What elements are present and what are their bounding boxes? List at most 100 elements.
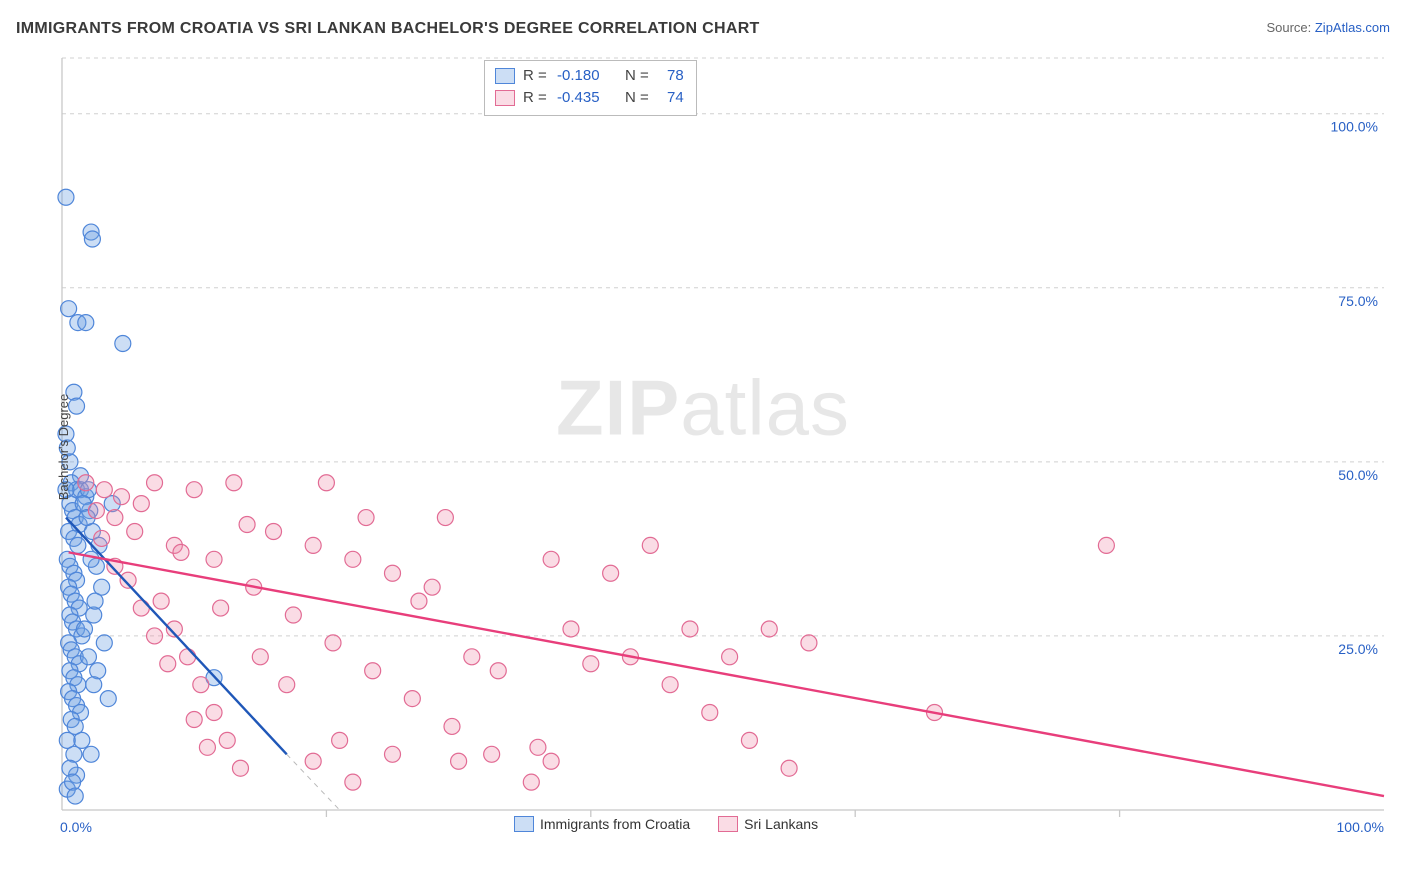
data-point [365,663,381,679]
svg-text:100.0%: 100.0% [1337,819,1384,835]
data-point [96,635,112,651]
data-point [358,510,374,526]
data-point [424,579,440,595]
data-point [199,739,215,755]
data-point [96,482,112,498]
trend-line-srilankan [69,552,1384,796]
data-point [147,475,163,491]
r-value-srilankan: -0.435 [557,87,617,109]
data-point [133,496,149,512]
data-point [722,649,738,665]
data-point [65,774,81,790]
data-point [213,600,229,616]
data-point [115,335,131,351]
data-point [239,517,255,533]
data-point [193,677,209,693]
svg-text:50.0%: 50.0% [1338,467,1378,483]
data-point [662,677,678,693]
data-point [94,530,110,546]
data-point [603,565,619,581]
data-point [345,551,361,567]
data-point [232,760,248,776]
series-legend: Immigrants from Croatia Sri Lankans [514,816,818,832]
legend-item-croatia[interactable]: Immigrants from Croatia [514,816,690,832]
n-value-srilankan: 74 [667,87,684,109]
swatch-srilankan [495,90,515,106]
data-point [180,649,196,665]
data-point [113,489,129,505]
data-point [147,628,163,644]
data-point [252,649,268,665]
data-point [76,621,92,637]
scatter-chart: 25.0%50.0%75.0%100.0%0.0%100.0% [16,52,1390,842]
svg-text:100.0%: 100.0% [1331,119,1378,135]
data-point [133,600,149,616]
data-point [219,732,235,748]
series-srilankan [78,475,1115,790]
data-point [80,649,96,665]
data-point [682,621,698,637]
data-point [781,760,797,776]
data-point [451,753,467,769]
r-label: R = [523,87,549,109]
legend-label-croatia: Immigrants from Croatia [540,816,690,832]
data-point [761,621,777,637]
data-point [523,774,539,790]
data-point [437,510,453,526]
data-point [543,551,559,567]
data-point [67,788,83,804]
corr-row-croatia: R = -0.180 N = 78 [495,65,684,87]
data-point [86,677,102,693]
legend-label-srilankan: Sri Lankans [744,816,818,832]
data-point [1098,537,1114,553]
data-point [84,231,100,247]
n-label: N = [625,87,659,109]
data-point [87,593,103,609]
data-point [305,537,321,553]
data-point [206,705,222,721]
chart-title: IMMIGRANTS FROM CROATIA VS SRI LANKAN BA… [16,20,760,37]
correlation-legend: R = -0.180 N = 78 R = -0.435 N = 74 [484,60,697,116]
data-point [702,705,718,721]
legend-swatch-srilankan [718,816,738,832]
n-label: N = [625,65,659,87]
data-point [83,551,99,567]
n-value-croatia: 78 [667,65,684,87]
data-point [88,503,104,519]
legend-item-srilankan[interactable]: Sri Lankans [718,816,818,832]
chart-area: Bachelor's Degree ZIPatlas 25.0%50.0%75.… [16,52,1390,842]
data-point [583,656,599,672]
data-point [153,593,169,609]
svg-text:25.0%: 25.0% [1338,641,1378,657]
data-point [444,718,460,734]
svg-text:0.0%: 0.0% [60,819,92,835]
data-point [127,523,143,539]
data-point [69,398,85,414]
r-value-croatia: -0.180 [557,65,617,87]
data-point [78,315,94,331]
data-point [318,475,334,491]
data-point [285,607,301,623]
data-point [530,739,546,755]
data-point [173,544,189,560]
y-axis-label: Bachelor's Degree [56,394,71,501]
data-point [490,663,506,679]
corr-row-srilankan: R = -0.435 N = 74 [495,87,684,109]
data-point [70,537,86,553]
source-link[interactable]: ZipAtlas.com [1315,20,1390,35]
r-label: R = [523,65,549,87]
data-point [107,510,123,526]
data-point [186,482,202,498]
data-point [385,565,401,581]
data-point [801,635,817,651]
data-point [62,760,78,776]
data-point [642,537,658,553]
data-point [160,656,176,672]
data-point [58,189,74,205]
data-point [385,746,401,762]
data-point [226,475,242,491]
data-point [464,649,480,665]
data-point [484,746,500,762]
legend-swatch-croatia [514,816,534,832]
swatch-croatia [495,68,515,84]
